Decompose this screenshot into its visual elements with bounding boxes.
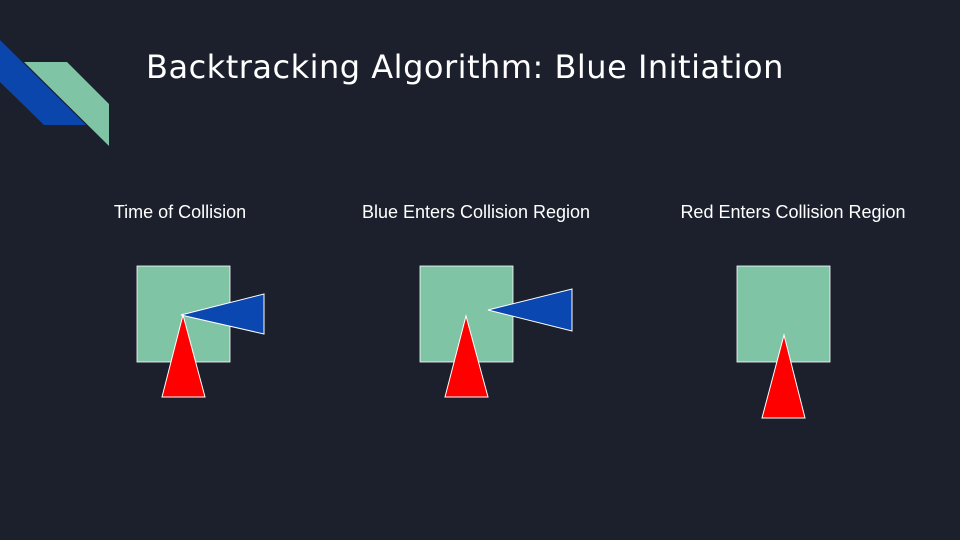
panel-time-of-collision xyxy=(136,265,265,398)
panel-caption-time-of-collision: Time of Collision xyxy=(113,202,247,222)
panel-caption-blue-enters: Blue Enters Collision Region xyxy=(361,202,591,222)
red-vehicle-triangle xyxy=(444,314,489,398)
slide-title: Backtracking Algorithm: Blue Initiation xyxy=(146,48,784,86)
red-vehicle-triangle xyxy=(761,333,806,419)
panel-blue-enters xyxy=(419,265,573,398)
red-vehicle-triangle xyxy=(161,313,206,398)
corner-blue-stripe xyxy=(0,40,86,125)
panel-caption-red-enters: Red Enters Collision Region xyxy=(680,202,906,222)
panel-red-enters xyxy=(736,265,831,419)
blue-vehicle-triangle xyxy=(487,288,573,332)
blue-vehicle-triangle xyxy=(180,293,265,335)
corner-green-stripe xyxy=(24,62,109,146)
